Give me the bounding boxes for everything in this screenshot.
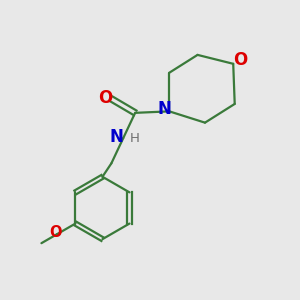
Text: N: N — [157, 100, 171, 118]
Text: O: O — [98, 89, 112, 107]
Text: N: N — [110, 128, 124, 146]
Text: H: H — [130, 132, 140, 145]
Text: O: O — [233, 51, 247, 69]
Text: O: O — [49, 225, 62, 240]
